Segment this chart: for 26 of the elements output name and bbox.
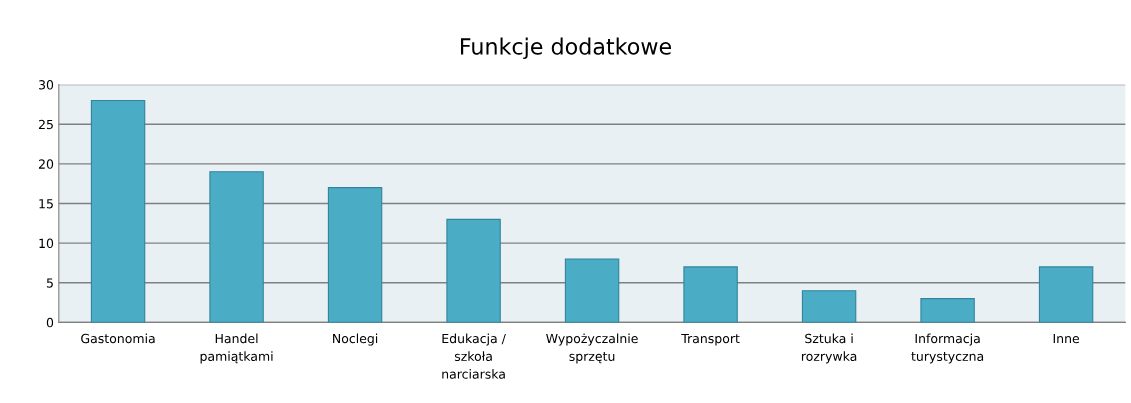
x-tick-label: Wypożyczalnie sprzętu [546, 333, 638, 364]
bar [209, 171, 264, 323]
bar [920, 298, 975, 323]
x-tick-label: Handel pamiątkami [200, 333, 273, 364]
y-tick-label: 5 [46, 278, 53, 288]
bar [683, 266, 738, 323]
chart-title: Funkcje dodatkowe [460, 37, 671, 60]
bar [564, 258, 620, 323]
y-tick-label: 10 [39, 238, 54, 249]
y-tick-label: 20 [38, 159, 54, 169]
x-tick-label: Edukacja / szkoła narciarska [442, 333, 506, 379]
bar [801, 290, 857, 323]
x-tick-label: Inne [1053, 333, 1080, 344]
bar [446, 218, 501, 323]
x-tick-label: Gastonomia [81, 333, 155, 344]
bar [1038, 266, 1094, 323]
y-tick-label: 30 [39, 80, 54, 90]
x-tick-label: Sztuka i rozrywka [801, 333, 857, 364]
x-tick-label: Noclegi [333, 333, 378, 346]
y-tick-label: 0 [46, 317, 54, 328]
x-tick-label: Informacja turystyczna [911, 333, 984, 364]
bar [327, 187, 383, 323]
bar [90, 99, 146, 323]
y-tick-label: 25 [38, 119, 53, 130]
x-tick-label: Transport [681, 333, 740, 346]
y-tick-label: 15 [39, 199, 53, 209]
